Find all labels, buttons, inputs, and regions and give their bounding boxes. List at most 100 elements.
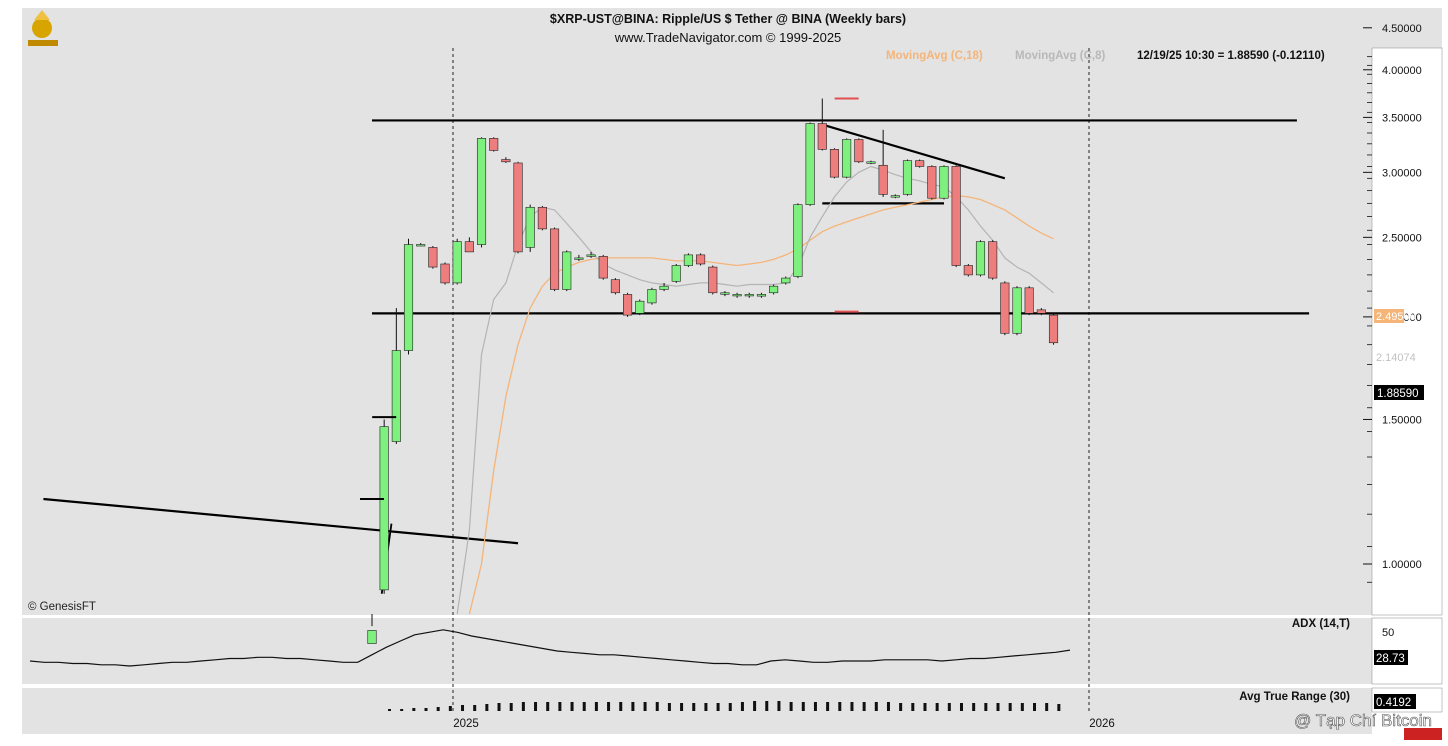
atr-bar bbox=[667, 703, 671, 711]
candle bbox=[659, 285, 669, 290]
candle bbox=[586, 254, 596, 257]
candle bbox=[963, 265, 973, 276]
adx-value-label: 28.73 bbox=[1376, 653, 1405, 665]
y-tick-label: 2.50000 bbox=[1382, 232, 1422, 244]
atr-bar bbox=[850, 702, 854, 711]
chart-title: $XRP-UST@BINA: Ripple/US $ Tether @ BINA… bbox=[550, 12, 906, 26]
candle bbox=[1048, 314, 1059, 344]
atr-bar bbox=[607, 702, 611, 711]
candle bbox=[842, 139, 852, 178]
atr-bar bbox=[1020, 703, 1024, 711]
last-price-label: 1.88590 bbox=[1377, 388, 1419, 400]
trendline bbox=[43, 497, 519, 545]
atr-bar bbox=[1008, 703, 1012, 711]
chart-subtitle: www.TradeNavigator.com © 1999-2025 bbox=[614, 30, 842, 45]
candle bbox=[975, 241, 986, 276]
candle bbox=[391, 350, 401, 442]
candle bbox=[866, 161, 876, 164]
y-tick-label: 1.00000 bbox=[1382, 559, 1422, 571]
atr-bar bbox=[996, 703, 1000, 711]
atr-bar bbox=[959, 703, 963, 711]
time-axis bbox=[22, 712, 1372, 734]
y-tick-label: 1.50000 bbox=[1382, 414, 1422, 426]
y-tick-label: 4.00000 bbox=[1382, 65, 1422, 77]
legend-readout: 12/19/25 10:30 = 1.88590 (-0.12110) bbox=[1137, 50, 1325, 62]
atr-value-box bbox=[1374, 694, 1416, 709]
candle bbox=[902, 160, 913, 195]
time-label-2026: 2026 bbox=[1089, 718, 1115, 730]
atr-bar bbox=[558, 702, 562, 711]
legend-ma8: MovingAvg (C,8) bbox=[1015, 50, 1105, 62]
atr-bar bbox=[485, 704, 489, 711]
y-tick-label: 4.50000 bbox=[1382, 23, 1422, 35]
candles bbox=[367, 98, 1059, 644]
candle bbox=[367, 630, 377, 644]
atr-bar bbox=[619, 702, 623, 711]
atr-bar bbox=[521, 702, 525, 711]
tradenavigator-logo-icon bbox=[28, 10, 58, 46]
atr-bar bbox=[412, 708, 416, 711]
adx-tick-50: 50 bbox=[1382, 627, 1394, 639]
atr-bar bbox=[631, 702, 635, 711]
candle bbox=[440, 263, 450, 284]
markers bbox=[360, 97, 859, 501]
candle bbox=[610, 279, 620, 294]
atr-bar bbox=[789, 702, 793, 711]
candle bbox=[1024, 287, 1034, 314]
candle bbox=[744, 294, 754, 297]
atr-bars bbox=[388, 701, 1061, 711]
site-watermark: @ Tạp Chí Bitcoin bbox=[1294, 711, 1432, 730]
atr-bar bbox=[740, 702, 744, 711]
atr-bar bbox=[984, 703, 988, 711]
atr-bar bbox=[874, 702, 878, 711]
candle bbox=[464, 241, 474, 253]
atr-bar bbox=[582, 702, 586, 711]
candle bbox=[525, 206, 535, 248]
atr-bar bbox=[862, 702, 866, 711]
candle bbox=[647, 289, 657, 304]
header-background bbox=[22, 8, 1442, 48]
atr-bar bbox=[473, 705, 477, 711]
candle bbox=[416, 244, 426, 247]
atr-bar bbox=[509, 703, 513, 711]
candle bbox=[829, 149, 840, 178]
candle bbox=[817, 123, 827, 150]
atr-bar bbox=[972, 703, 976, 711]
atr-bar bbox=[655, 702, 659, 711]
atr-bar bbox=[753, 701, 757, 711]
candle bbox=[562, 251, 572, 290]
atr-bar bbox=[923, 703, 927, 711]
candle bbox=[501, 159, 511, 163]
candle bbox=[732, 294, 742, 297]
candle bbox=[476, 138, 487, 245]
scroll-arrow-icon[interactable] bbox=[1404, 728, 1442, 740]
atr-bar bbox=[826, 702, 830, 711]
candle bbox=[988, 241, 998, 279]
atr-label: Avg True Range (30) bbox=[1239, 691, 1350, 703]
candle bbox=[890, 195, 900, 198]
candle bbox=[549, 228, 560, 290]
candle bbox=[696, 254, 706, 265]
candle bbox=[720, 292, 730, 295]
candle bbox=[854, 139, 864, 163]
atr-bar bbox=[728, 703, 732, 711]
atr-bar bbox=[680, 703, 684, 711]
atr-bar bbox=[838, 702, 842, 711]
candle bbox=[683, 254, 693, 266]
ma18-value-label: 2.49500 bbox=[1376, 311, 1416, 323]
candle bbox=[623, 294, 633, 316]
candle bbox=[805, 123, 815, 205]
atr-bar bbox=[716, 703, 720, 711]
atr-bar bbox=[1045, 703, 1049, 711]
candle bbox=[428, 247, 438, 268]
atr-bar bbox=[947, 703, 951, 711]
atr-bar bbox=[388, 709, 391, 711]
atr-bar bbox=[704, 703, 708, 711]
atr-panel bbox=[22, 688, 1372, 712]
adx-value-box bbox=[1374, 650, 1408, 665]
candle bbox=[671, 265, 681, 282]
ma8-value-label: 2.14074 bbox=[1376, 352, 1416, 364]
y-tick-label: 3.00000 bbox=[1382, 167, 1422, 179]
candle bbox=[878, 164, 888, 195]
